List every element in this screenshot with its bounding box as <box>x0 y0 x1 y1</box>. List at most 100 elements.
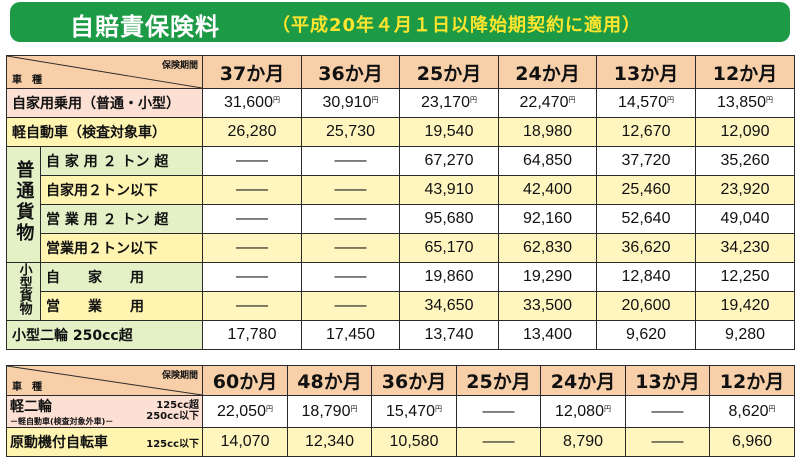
corner-period-label: 保険期間 <box>161 61 198 71</box>
premium-cell: 19,420 <box>695 291 795 321</box>
table-corner-header: 保険期間 車 種 <box>6 55 203 89</box>
period-header: 13か月 <box>596 55 696 89</box>
premium-table-motorcycle: 保険期間 車 種 60か月 48か月 36か月 25か月 24か月 13か月 1… <box>6 365 795 457</box>
period-header: 37か月 <box>202 55 302 89</box>
premium-cell: 12,080円 <box>540 395 626 428</box>
period-header: 13か月 <box>625 365 710 396</box>
premium-cell: 8,620円 <box>709 395 795 428</box>
premium-cell: 22,050円 <box>202 395 288 428</box>
vehicle-label: 原動機付自転車 125cc以下 <box>6 427 203 457</box>
table-row: 小型二輪 250cc超 17,780 17,450 13,740 13,400 … <box>6 320 795 350</box>
premium-cell: 18,790円 <box>287 395 372 428</box>
premium-cell: 14,070 <box>202 427 288 457</box>
premium-cell: ―― <box>301 204 400 234</box>
title-banner: 自賠責保険料 （平成20年４月１日以降始期契約に適用） <box>10 2 790 42</box>
premium-table-main: 保険期間 車 種 37か月 36か月 25か月 24か月 13か月 12か月 自… <box>6 55 795 350</box>
premium-cell: 12,250 <box>695 262 795 292</box>
vehicle-label: 自家用２トン以下 <box>40 175 203 205</box>
premium-cell: ―― <box>202 291 302 321</box>
vehicle-label: 自家用乗用（普通・小型） <box>6 88 203 118</box>
premium-cell: 17,450 <box>301 320 400 350</box>
vehicle-label: 軽二輪 －軽自動車(検査対象外車)－ 125cc超 250cc以下 <box>6 395 203 428</box>
table-row: 原動機付自転車 125cc以下 14,070 12,340 10,580 ―― … <box>6 427 795 457</box>
premium-cell: 65,170 <box>399 233 499 263</box>
vehicle-label: 自 家 用 <box>40 262 203 292</box>
table-row: 営業用２トン以下 ―― ―― 65,170 62,830 36,620 34,2… <box>7 233 795 263</box>
premium-cell: 26,280 <box>202 117 302 147</box>
premium-cell: 9,280 <box>695 320 795 350</box>
vehicle-label: 自 家 用 ２ トン 超 <box>40 146 203 176</box>
premium-cell: 62,830 <box>498 233 597 263</box>
premium-cell: ―― <box>301 175 400 205</box>
vehicle-label-main: 軽二輪 <box>10 399 52 415</box>
premium-cell: 52,640 <box>596 204 696 234</box>
period-header: 36か月 <box>371 365 457 396</box>
premium-cell: 13,400 <box>498 320 597 350</box>
premium-cell: ―― <box>202 204 302 234</box>
vehicle-label: 軽自動車（検査対象車） <box>6 117 203 147</box>
premium-cell: 12,840 <box>596 262 696 292</box>
vehicle-label: 営 業 用 ２ トン 超 <box>40 204 203 234</box>
corner-vehicle-label: 車 種 <box>12 382 42 393</box>
premium-cell: 14,570円 <box>596 88 696 118</box>
premium-cell: 19,540 <box>399 117 499 147</box>
premium-cell: 34,230 <box>695 233 795 263</box>
page-subtitle: （平成20年４月１日以降始期契約に適用） <box>272 15 642 36</box>
premium-cell: ―― <box>301 291 400 321</box>
premium-cell: ―― <box>301 262 400 292</box>
period-header: 25か月 <box>399 55 499 89</box>
vehicle-label: 営業用２トン以下 <box>40 233 203 263</box>
period-header: 24か月 <box>498 55 597 89</box>
group-label-kogata-kamotsu: 小型貨物 <box>6 262 41 321</box>
premium-cell: 12,090 <box>695 117 795 147</box>
vehicle-label: 営 業 用 <box>40 291 203 321</box>
premium-cell: 95,680 <box>399 204 499 234</box>
corner-vehicle-label: 車 種 <box>12 75 42 86</box>
vehicle-label-main: 原動機付自転車 <box>10 435 108 451</box>
displacement-lower: 250cc以下 <box>146 410 199 422</box>
premium-cell: 25,730 <box>301 117 400 147</box>
premium-cell: ―― <box>301 146 400 176</box>
premium-cell: ―― <box>202 175 302 205</box>
premium-cell: 9,620 <box>596 320 696 350</box>
premium-cell: 30,910円 <box>301 88 400 118</box>
premium-cell: 64,850 <box>498 146 597 176</box>
table-row: 自家用乗用（普通・小型） 31,600円 30,910円 23,170円 22,… <box>6 88 795 118</box>
premium-cell: 25,460 <box>596 175 696 205</box>
premium-cell: ―― <box>625 427 710 457</box>
premium-cell: 22,470円 <box>498 88 597 118</box>
premium-cell: 37,720 <box>596 146 696 176</box>
table-row: 自家用２トン以下 ―― ―― 43,910 42,400 25,460 23,9… <box>7 175 795 205</box>
premium-cell: 15,470円 <box>371 395 457 428</box>
premium-cell: 33,500 <box>498 291 597 321</box>
premium-cell: 34,650 <box>399 291 499 321</box>
table-row: 小型貨物 自 家 用 ―― ―― 19,860 19,290 12,840 12… <box>6 262 795 321</box>
page-title: 自賠責保険料 <box>70 13 220 41</box>
premium-cell: ―― <box>456 427 541 457</box>
table-row: 普通貨物 自 家 用 ２ トン 超 ―― ―― 67,270 64,850 37… <box>6 146 795 263</box>
premium-cell: 67,270 <box>399 146 499 176</box>
premium-cell: 49,040 <box>695 204 795 234</box>
period-header: 36か月 <box>301 55 400 89</box>
premium-cell: 13,740 <box>399 320 499 350</box>
premium-cell: ―― <box>456 395 541 428</box>
period-header: 25か月 <box>456 365 541 396</box>
premium-cell: ―― <box>202 262 302 292</box>
premium-cell: 13,850円 <box>695 88 795 118</box>
premium-cell: 8,790 <box>540 427 626 457</box>
premium-cell: 12,670 <box>596 117 696 147</box>
premium-cell: 42,400 <box>498 175 597 205</box>
period-header: 12か月 <box>695 55 795 89</box>
premium-cell: 43,910 <box>399 175 499 205</box>
premium-cell: 31,600円 <box>202 88 302 118</box>
premium-cell: 10,580 <box>371 427 457 457</box>
period-header: 60か月 <box>202 365 288 396</box>
premium-cell: 18,980 <box>498 117 597 147</box>
premium-cell: 92,160 <box>498 204 597 234</box>
group-label-futsu-kamotsu: 普通貨物 <box>6 146 41 263</box>
period-header: 48か月 <box>287 365 372 396</box>
displacement-label: 125cc以下 <box>146 438 199 450</box>
table-row: 営 業 用 ２ トン 超 ―― ―― 95,680 92,160 52,640 … <box>7 204 795 234</box>
table-corner-header: 保険期間 車 種 <box>6 365 203 396</box>
premium-cell: ―― <box>625 395 710 428</box>
